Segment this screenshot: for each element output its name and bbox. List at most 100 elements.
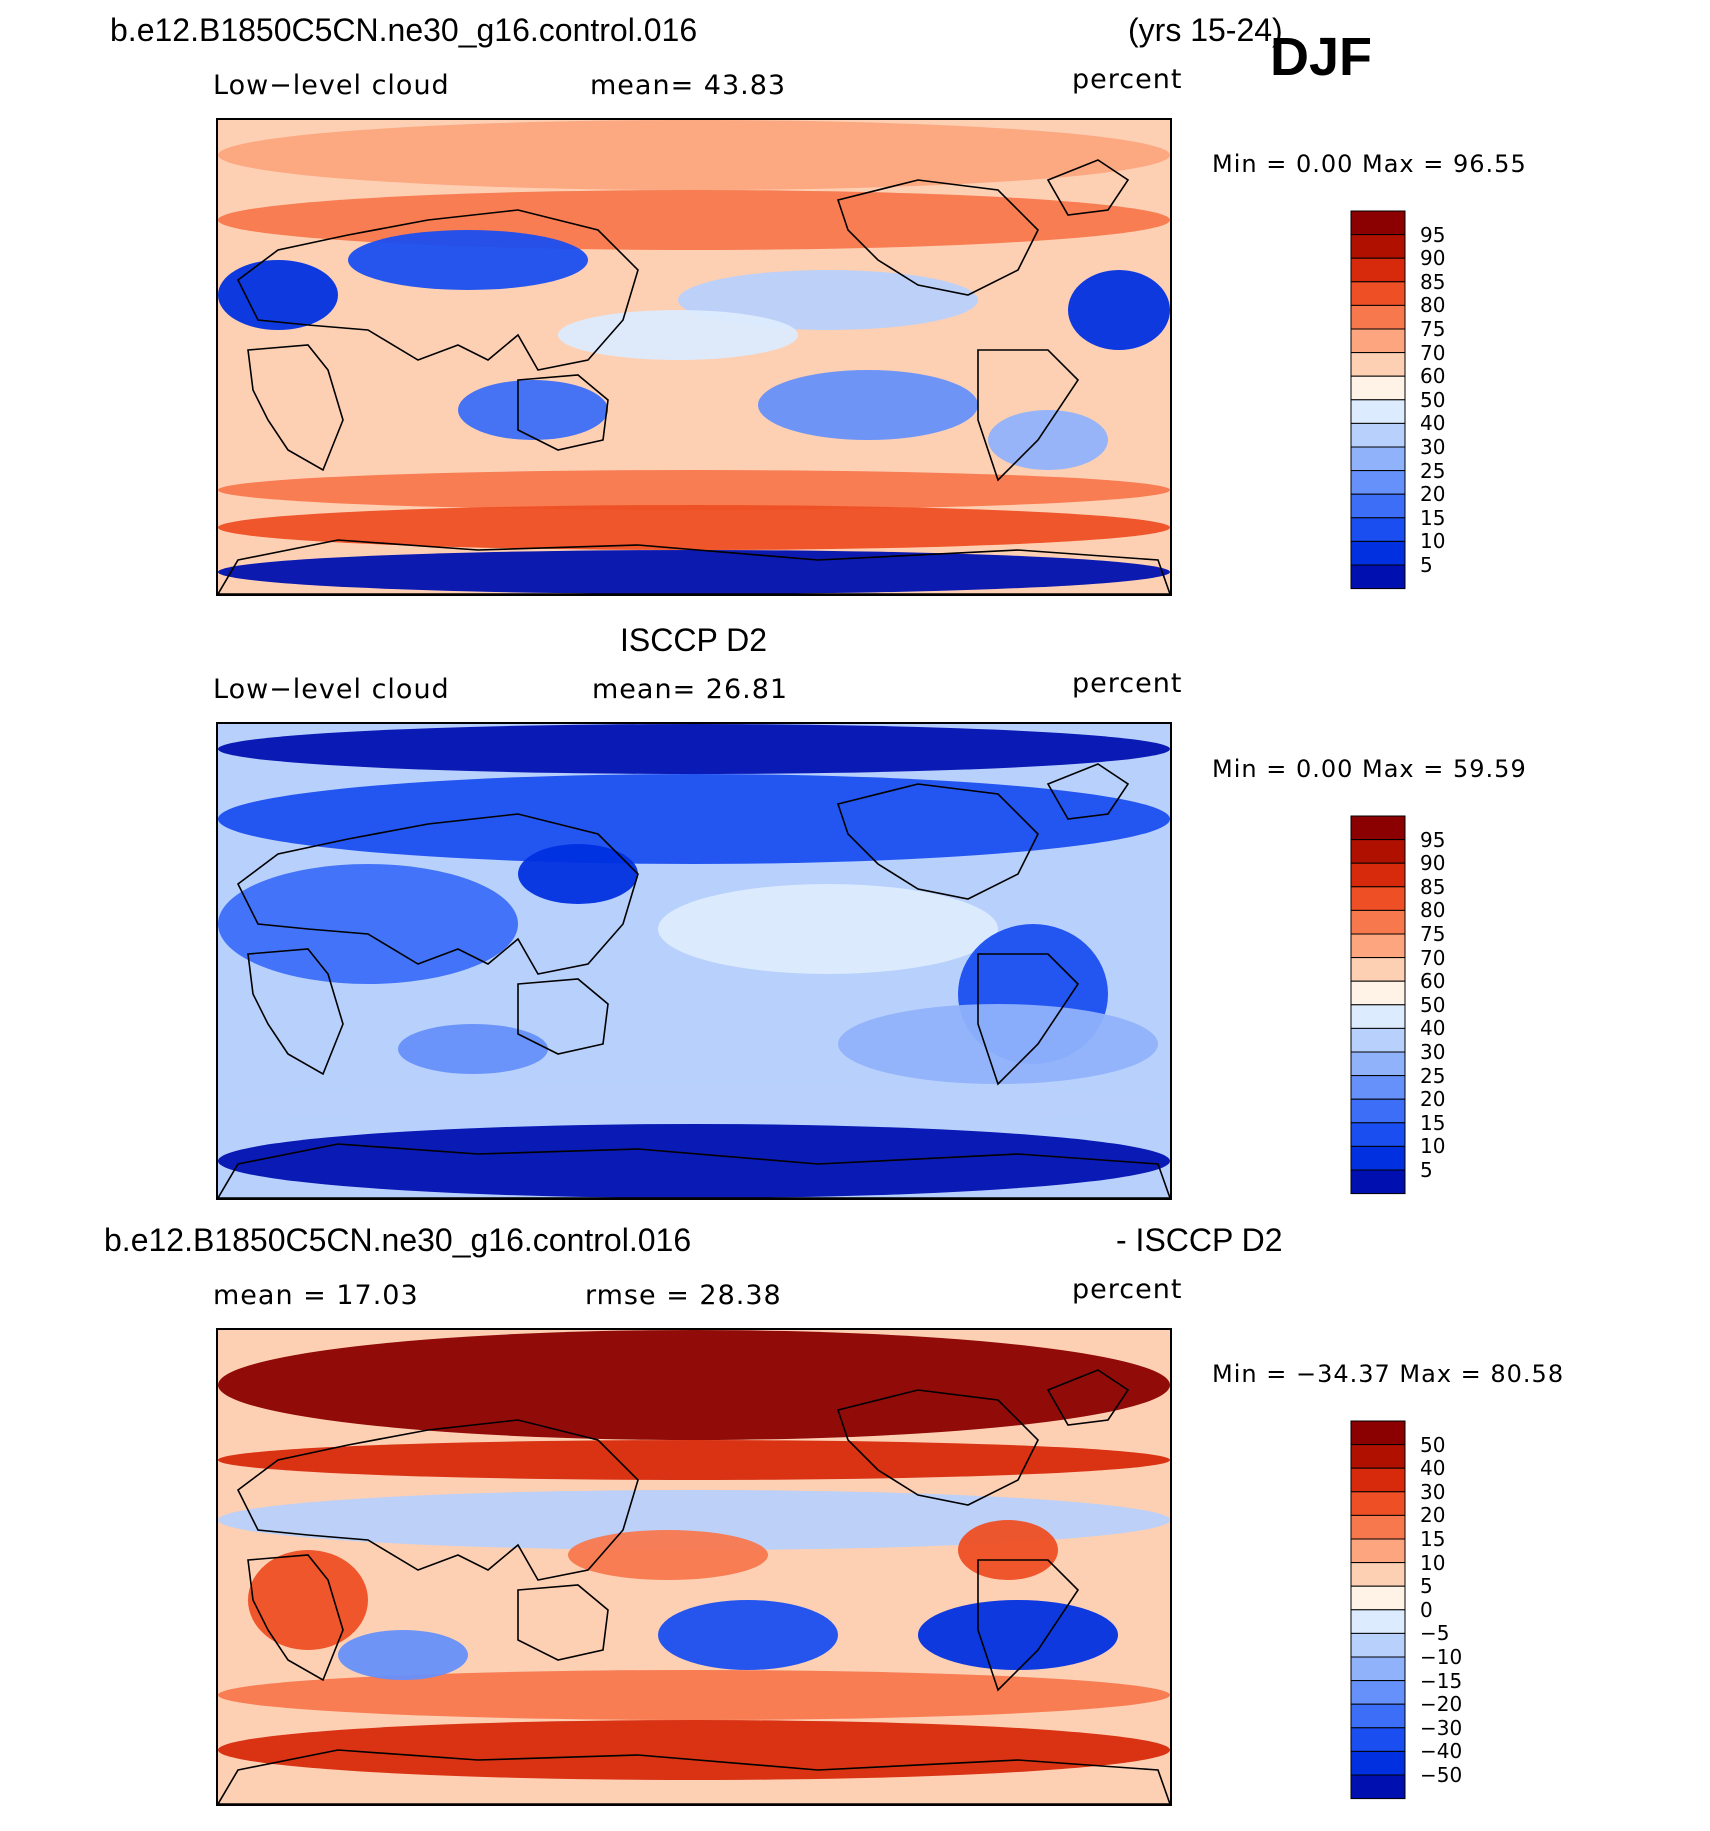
- coastline: [247, 948, 344, 1076]
- contour-region: [218, 1780, 1170, 1804]
- colorbar-box: [1350, 210, 1406, 236]
- colorbar-label: 40: [1420, 1016, 1446, 1041]
- colorbar-svg: [1350, 1420, 1406, 1800]
- colorbar-box: [1350, 1562, 1406, 1587]
- colorbar-box: [1350, 1656, 1406, 1682]
- colorbar-box: [1350, 1420, 1406, 1446]
- colorbar-label: −30: [1420, 1715, 1463, 1740]
- coastline: [247, 1554, 344, 1682]
- contour-region: [218, 1084, 1170, 1124]
- colorbar-box: [1350, 1098, 1406, 1124]
- colorbar-svg: [1350, 210, 1406, 590]
- colorbar-box: [1350, 1169, 1406, 1195]
- colorbar-box: [1350, 1680, 1406, 1705]
- colorbar-label: 60: [1420, 969, 1446, 994]
- contour-region: [758, 370, 978, 440]
- colorbar-label: 50: [1420, 1432, 1446, 1457]
- colorbar-label: −40: [1420, 1739, 1463, 1764]
- colorbar-label: 15: [1420, 1110, 1446, 1135]
- panel1-variable-label: Low−level cloud: [213, 70, 450, 101]
- colorbar-label: 80: [1420, 898, 1446, 923]
- case-title: b.e12.B1850C5CN.ne30_g16.control.016: [110, 12, 698, 48]
- contour-region: [218, 260, 338, 330]
- colorbar-label: 50: [1420, 387, 1446, 412]
- colorbar-box: [1350, 352, 1406, 377]
- panel3-mean-label: mean = 17.03: [213, 1280, 419, 1311]
- colorbar-label: 30: [1420, 435, 1446, 459]
- colorbar-box: [1350, 1585, 1406, 1611]
- contour-region: [218, 505, 1170, 550]
- coastline: [517, 978, 609, 1055]
- colorbar-label: 10: [1420, 1134, 1446, 1159]
- colorbar-box: [1350, 304, 1406, 330]
- contour-region: [218, 470, 1170, 510]
- contour-region: [218, 1670, 1170, 1720]
- contour-region: [918, 1600, 1118, 1670]
- panel3-title-left: b.e12.B1850C5CN.ne30_g16.control.016: [104, 1222, 692, 1258]
- colorbar-box: [1350, 980, 1406, 1006]
- colorbar-label: 90: [1420, 246, 1446, 271]
- colorbar-label: 70: [1420, 945, 1446, 970]
- colorbar-label: 5: [1420, 1574, 1433, 1599]
- coastline: [517, 374, 609, 451]
- colorbar-label: 30: [1420, 1479, 1446, 1504]
- map-svg: [218, 724, 1170, 1198]
- colorbar-box: [1350, 493, 1406, 519]
- colorbar-label: 95: [1420, 827, 1446, 852]
- colorbar-box: [1350, 1075, 1406, 1100]
- colorbar-label: −20: [1420, 1692, 1463, 1717]
- colorbar-box: [1350, 815, 1406, 841]
- coastline: [1046, 159, 1130, 216]
- coastline: [836, 179, 1039, 296]
- panel1-map: [216, 118, 1172, 596]
- panel3-map: [216, 1328, 1172, 1806]
- panel1-units-label: percent: [1072, 64, 1183, 95]
- colorbar-label: 5: [1420, 553, 1433, 577]
- coastline: [977, 953, 1080, 1086]
- coastline: [218, 539, 1170, 594]
- coastline: [236, 209, 639, 371]
- contour-region: [558, 310, 798, 360]
- colorbar-box: [1350, 862, 1406, 888]
- colorbar-box: [1350, 564, 1406, 590]
- colorbar-label: 50: [1420, 992, 1446, 1017]
- colorbar-box: [1350, 1514, 1406, 1540]
- colorbar-label: 25: [1420, 1063, 1446, 1088]
- colorbar-label: 95: [1420, 222, 1446, 247]
- colorbar-box: [1350, 540, 1406, 566]
- contour-region: [218, 724, 1170, 774]
- contour-region: [518, 844, 638, 904]
- panel2-min-max: Min = 0.00 Max = 59.59: [1212, 755, 1527, 783]
- colorbar-label: 25: [1420, 458, 1446, 483]
- colorbar-box: [1350, 839, 1406, 864]
- contour-region: [218, 1720, 1170, 1780]
- colorbar-label: 0: [1420, 1597, 1433, 1622]
- colorbar-box: [1350, 517, 1406, 542]
- panel2-map: [216, 722, 1172, 1200]
- contour-region: [678, 270, 978, 330]
- coastline: [236, 813, 639, 975]
- colorbar-label: 20: [1420, 1087, 1446, 1112]
- map-svg: [218, 1330, 1170, 1804]
- colorbar-box: [1350, 375, 1406, 401]
- colorbar-label: −10: [1420, 1645, 1463, 1669]
- colorbar-box: [1350, 886, 1406, 911]
- colorbar-box: [1350, 1632, 1406, 1658]
- coastline: [236, 1419, 639, 1581]
- colorbar-box: [1350, 1491, 1406, 1516]
- coastline: [517, 1584, 609, 1661]
- colorbar-label: 5: [1420, 1158, 1433, 1182]
- colorbar-box: [1350, 1122, 1406, 1147]
- contour-region: [568, 1530, 768, 1580]
- colorbar-box: [1350, 1467, 1406, 1493]
- colorbar-box: [1350, 1444, 1406, 1469]
- colorbar-box: [1350, 328, 1406, 354]
- colorbar-box: [1350, 1027, 1406, 1053]
- coastline: [218, 1143, 1170, 1198]
- colorbar-box: [1350, 470, 1406, 495]
- contour-region: [958, 1520, 1058, 1580]
- contour-region: [348, 230, 588, 290]
- years-label: (yrs 15-24): [1128, 12, 1283, 48]
- colorbar-box: [1350, 933, 1406, 959]
- contour-region: [398, 1024, 548, 1074]
